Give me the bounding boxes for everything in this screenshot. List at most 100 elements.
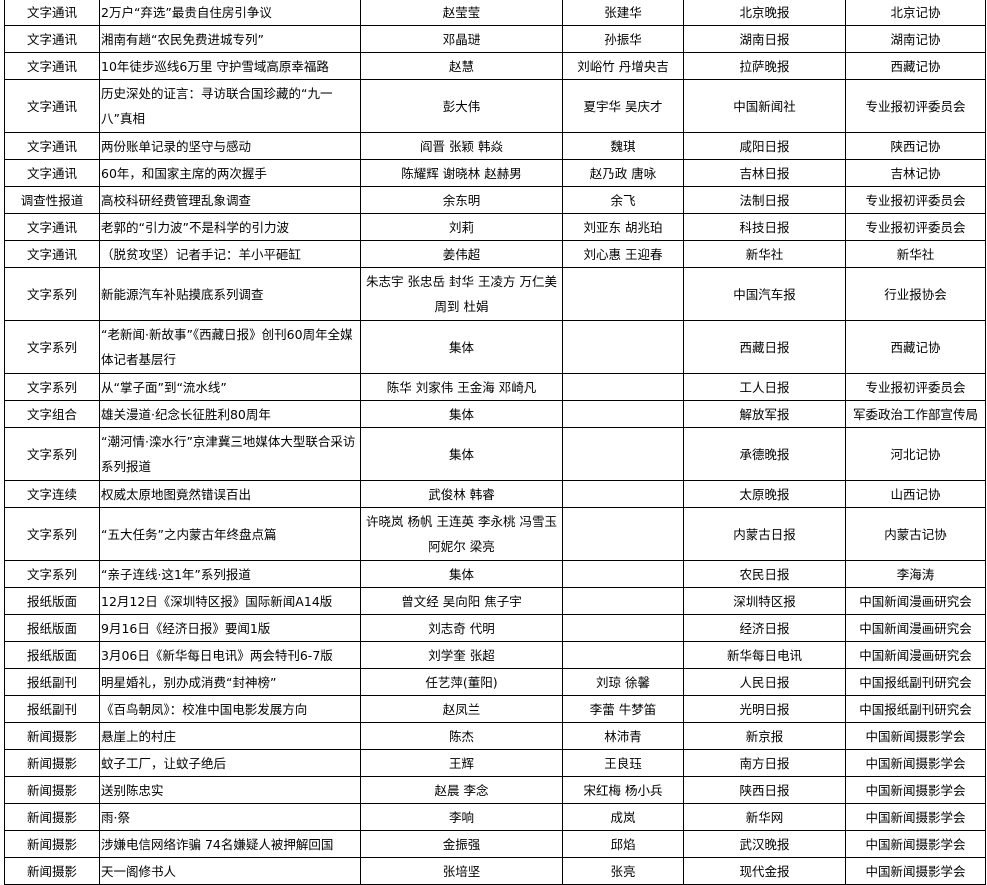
- recommender-cell: 军委政治工作部宣传局: [845, 400, 986, 428]
- title-cell: 权威太原地图竟然错误百出: [99, 480, 361, 508]
- category-cell: 报纸版面: [4, 641, 100, 669]
- recommender-cell: 中国新闻摄影学会: [845, 776, 986, 804]
- editors-cell: [562, 267, 684, 321]
- publisher-cell: 解放军报: [683, 400, 846, 428]
- category-cell: 新闻摄影: [4, 803, 100, 831]
- title-cell: 悬崖上的村庄: [99, 722, 361, 750]
- table-row: 新闻摄影 悬崖上的村庄 陈杰 林沛青 新京报 中国新闻摄影学会: [4, 722, 986, 750]
- publisher-cell: 南方日报: [683, 749, 846, 777]
- authors-cell: 邓晶琎: [360, 25, 563, 53]
- authors-cell: 集体: [360, 320, 563, 374]
- table-row: 文字组合 雄关漫道·纪念长征胜利80周年 集体 解放军报 军委政治工作部宣传局: [4, 400, 986, 428]
- category-cell: 报纸副刊: [4, 668, 100, 696]
- awards-table: 文字通讯 2万户“弃选”最贵自住房引争议 赵莹莹 张建华 北京晚报 北京记协 文字通讯 湘南有…: [4, 0, 986, 885]
- editors-cell: 魏琪: [562, 132, 684, 160]
- title-cell: 《百鸟朝凤》：校准中国电影发展方向: [99, 695, 361, 723]
- editors-cell: [562, 560, 684, 588]
- title-cell: 雨·祭: [99, 803, 361, 831]
- table-row: 文字通讯 历史深处的证言：寻访联合国珍藏的“九一八”真相 彭大伟 夏宇华 吴庆才 中国新…: [4, 79, 986, 133]
- recommender-cell: 专业报初评委员会: [845, 213, 986, 241]
- title-cell: 历史深处的证言：寻访联合国珍藏的“九一八”真相: [99, 79, 361, 133]
- editors-cell: 邱焰: [562, 830, 684, 858]
- recommender-cell: 中国新闻摄影学会: [845, 803, 986, 831]
- publisher-cell: 西藏日报: [683, 320, 846, 374]
- title-cell: 9月16日《经济日报》要闻1版: [99, 614, 361, 642]
- publisher-cell: 内蒙古日报: [683, 507, 846, 561]
- publisher-cell: 光明日报: [683, 695, 846, 723]
- recommender-cell: 中国新闻漫画研究会: [845, 587, 986, 615]
- category-cell: 文字通讯: [4, 0, 100, 26]
- authors-cell: 金振强: [360, 830, 563, 858]
- title-cell: 新能源汽车补贴摸底系列调查: [99, 267, 361, 321]
- editors-cell: 刘峪竹 丹增央吉: [562, 52, 684, 80]
- editors-cell: [562, 373, 684, 401]
- category-cell: 文字通讯: [4, 240, 100, 268]
- authors-cell: 阎晋 张颖 韩焱: [360, 132, 563, 160]
- editors-cell: [562, 427, 684, 481]
- publisher-cell: 科技日报: [683, 213, 846, 241]
- table-row: 文字系列 “亲子连线·这1年”系列报道 集体 农民日报 李海涛: [4, 560, 986, 588]
- publisher-cell: 承德晚报: [683, 427, 846, 481]
- recommender-cell: 中国新闻摄影学会: [845, 857, 986, 885]
- publisher-cell: 咸阳日报: [683, 132, 846, 160]
- editors-cell: 夏宇华 吴庆才: [562, 79, 684, 133]
- recommender-cell: 中国新闻摄影学会: [845, 749, 986, 777]
- title-cell: 天一阁修书人: [99, 857, 361, 885]
- table-row: 文字通讯 60年，和国家主席的两次握手 陈耀辉 谢晓林 赵赫男 赵乃政 唐咏 吉林日报吉…: [4, 159, 986, 187]
- title-cell: 3月06日《新华每日电讯》两会特刊6-7版: [99, 641, 361, 669]
- table-row: 文字系列 从“掌子面”到“流水线” 陈华 刘家伟 王金海 邓崎凡 工人日报 专业报初评委…: [4, 373, 986, 401]
- recommender-cell: 中国新闻摄影学会: [845, 722, 986, 750]
- authors-cell: 刘莉: [360, 213, 563, 241]
- category-cell: 文字组合: [4, 400, 100, 428]
- category-cell: 文字系列: [4, 560, 100, 588]
- publisher-cell: 现代金报: [683, 857, 846, 885]
- editors-cell: 刘亚东 胡兆珀: [562, 213, 684, 241]
- authors-cell: 赵莹莹: [360, 0, 563, 26]
- table-row: 新闻摄影 送别陈忠实 赵晨 李念 宋红梅 杨小兵 陕西日报 中国新闻摄影学会: [4, 776, 986, 804]
- publisher-cell: 北京晚报: [683, 0, 846, 26]
- publisher-cell: 吉林日报: [683, 159, 846, 187]
- table-row: 文字通讯 10年徒步巡线6万里 守护雪域高原幸福路 赵慧 刘峪竹 丹增央吉 拉萨晚报 西藏…: [4, 52, 986, 80]
- editors-cell: [562, 400, 684, 428]
- authors-cell: 陈耀辉 谢晓林 赵赫男: [360, 159, 563, 187]
- title-cell: 高校科研经费管理乱象调查: [99, 186, 361, 214]
- title-cell: 10年徒步巡线6万里 守护雪域高原幸福路: [99, 52, 361, 80]
- authors-cell: 赵慧: [360, 52, 563, 80]
- recommender-cell: 内蒙古记协: [845, 507, 986, 561]
- editors-cell: 王良珏: [562, 749, 684, 777]
- category-cell: 新闻摄影: [4, 749, 100, 777]
- editors-cell: 张建华: [562, 0, 684, 26]
- publisher-cell: 中国汽车报: [683, 267, 846, 321]
- editors-cell: 刘琼 徐馨: [562, 668, 684, 696]
- authors-cell: 李响: [360, 803, 563, 831]
- publisher-cell: 湖南日报: [683, 25, 846, 53]
- editors-cell: [562, 614, 684, 642]
- category-cell: 调查性报道: [4, 186, 100, 214]
- category-cell: 报纸副刊: [4, 695, 100, 723]
- table-row: 文字系列 “老新闻·新故事”《西藏日报》创刊60周年全媒体记者基层行 集体 西藏日报西…: [4, 320, 986, 374]
- title-cell: 12月12日《深圳特区报》国际新闻A14版: [99, 587, 361, 615]
- title-cell: “五大任务”之内蒙古年终盘点篇: [99, 507, 361, 561]
- publisher-cell: 太原晚报: [683, 480, 846, 508]
- authors-cell: 赵凤兰: [360, 695, 563, 723]
- table-row: 文字通讯 （脱贫攻坚）记者手记：羊小平砸缸 姜伟超 刘心惠 王迎春 新华社 新华社: [4, 240, 986, 268]
- title-cell: 2万户“弃选”最贵自住房引争议: [99, 0, 361, 26]
- recommender-cell: 西藏记协: [845, 52, 986, 80]
- title-cell: 两份账单记录的坚守与感动: [99, 132, 361, 160]
- category-cell: 报纸版面: [4, 614, 100, 642]
- editors-cell: 余飞: [562, 186, 684, 214]
- title-cell: “老新闻·新故事”《西藏日报》创刊60周年全媒体记者基层行: [99, 320, 361, 374]
- publisher-cell: 新京报: [683, 722, 846, 750]
- category-cell: 文字系列: [4, 427, 100, 481]
- category-cell: 新闻摄影: [4, 830, 100, 858]
- category-cell: 文字通讯: [4, 159, 100, 187]
- publisher-cell: 新华社: [683, 240, 846, 268]
- category-cell: 新闻摄影: [4, 776, 100, 804]
- category-cell: 文字系列: [4, 507, 100, 561]
- authors-cell: 集体: [360, 427, 563, 481]
- table-row: 文字连续 权威太原地图竟然错误百出 武俊林 韩睿 太原晚报 山西记协: [4, 480, 986, 508]
- title-cell: 老郭的“引力波”不是科学的引力波: [99, 213, 361, 241]
- publisher-cell: 新华每日电讯: [683, 641, 846, 669]
- editors-cell: [562, 641, 684, 669]
- editors-cell: 刘心惠 王迎春: [562, 240, 684, 268]
